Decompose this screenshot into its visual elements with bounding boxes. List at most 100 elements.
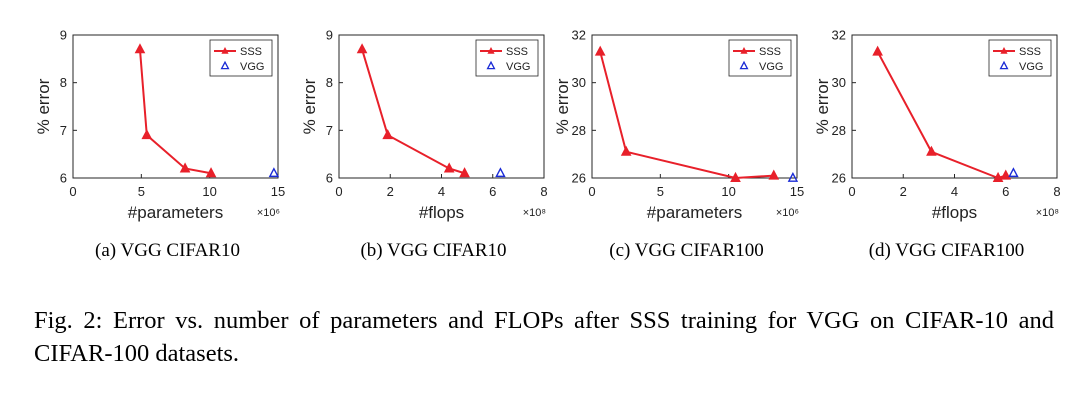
x-tick-label: 6 xyxy=(1002,184,1009,199)
y-axis-label: % error xyxy=(553,78,572,134)
legend-sss-marker xyxy=(487,47,495,54)
legend-box xyxy=(475,39,539,77)
figure-caption: Fig. 2: Error vs. number of parameters a… xyxy=(34,307,1054,367)
y-tick-label: 30 xyxy=(832,75,846,90)
chart-panel: 26 28 30 32 0 5 10 15 #parameters ×10⁶ % error SSS V… xyxy=(553,28,804,262)
legend-box xyxy=(209,39,273,77)
sss-point xyxy=(594,45,606,56)
legend-sss-marker xyxy=(1000,47,1008,54)
x-tick-label: 10 xyxy=(721,184,735,199)
y-tick-label: 6 xyxy=(60,171,67,186)
sss-point xyxy=(926,145,937,156)
sss-point xyxy=(382,129,394,140)
series-line-sss xyxy=(138,49,212,175)
x-axis-label: #parameters xyxy=(128,203,223,222)
x-axis-label: #parameters xyxy=(647,203,742,222)
x-axis-label: #flops xyxy=(932,203,977,222)
x-tick-label: 4 xyxy=(438,184,445,199)
legend-sss-label: SSS xyxy=(759,46,781,58)
vgg-point xyxy=(787,172,799,182)
y-tick-label: 28 xyxy=(832,123,846,138)
sss-point xyxy=(459,167,470,178)
legend-box xyxy=(728,39,792,77)
y-tick-label: 30 xyxy=(572,75,586,90)
plot-frame xyxy=(72,34,279,179)
legend-vgg-marker xyxy=(486,60,496,70)
y-tick-label: 32 xyxy=(572,28,586,43)
legend-vgg-marker xyxy=(739,60,749,70)
legend-sss-marker xyxy=(740,47,748,54)
figure-panels: 6 7 8 9 0 5 10 15 #parameters ×10⁶ % error SSS VGG (a… xyxy=(34,28,1061,262)
x-axis-label: #flops xyxy=(419,203,464,222)
chart-panel: 6 7 8 9 0 5 10 15 #parameters ×10⁶ % error SSS VGG (a… xyxy=(34,28,285,262)
x-tick-label: 5 xyxy=(657,184,664,199)
y-tick-label: 8 xyxy=(60,75,67,90)
y-axis-label: % error xyxy=(813,78,832,134)
subcaption: (a) VGG CIFAR10 xyxy=(95,240,240,261)
subcaption: (c) VGG CIFAR100 xyxy=(609,240,763,261)
x-tick-label: 0 xyxy=(69,184,76,199)
legend-vgg-label: VGG xyxy=(506,61,530,73)
sss-point xyxy=(730,171,741,182)
legend-vgg-label: VGG xyxy=(240,61,264,73)
x-tick-label: 5 xyxy=(138,184,145,199)
y-tick-label: 9 xyxy=(326,28,333,43)
x-tick-label: 0 xyxy=(588,184,595,199)
y-axis-label: % error xyxy=(34,78,53,134)
plot-frame xyxy=(591,34,798,179)
series-line-sss xyxy=(876,51,1007,180)
sss-point xyxy=(205,167,217,178)
legend-vgg-label: VGG xyxy=(759,61,783,73)
x-tick-label: 8 xyxy=(540,184,547,199)
sss-point xyxy=(768,169,780,180)
x-tick-label: 0 xyxy=(848,184,855,199)
sss-point xyxy=(992,171,1004,182)
vgg-point xyxy=(1008,167,1019,178)
legend-sss-label: SSS xyxy=(240,46,262,58)
x-tick-label: 4 xyxy=(951,184,958,199)
legend-sss-label: SSS xyxy=(1019,46,1041,58)
legend-sss-label: SSS xyxy=(506,46,528,58)
y-tick-label: 32 xyxy=(832,28,846,43)
y-tick-label: 8 xyxy=(326,75,333,90)
y-tick-label: 26 xyxy=(832,171,846,186)
x-tick-label: 8 xyxy=(1053,184,1060,199)
x-tick-label: 15 xyxy=(790,184,804,199)
series-line-sss xyxy=(361,49,465,175)
x-axis-exponent: ×10⁶ xyxy=(257,207,280,219)
x-tick-label: 2 xyxy=(387,184,394,199)
chart-panel: 26 28 30 32 0 2 4 6 8 #flops ×10⁸ % error SSS VGG (d) … xyxy=(813,28,1061,262)
y-tick-label: 28 xyxy=(572,123,586,138)
y-tick-label: 9 xyxy=(60,28,67,43)
series-line-sss xyxy=(599,51,774,180)
sss-point xyxy=(179,162,191,173)
sss-point xyxy=(356,43,368,54)
legend-vgg-label: VGG xyxy=(1019,61,1043,73)
y-axis-label: % error xyxy=(300,78,319,134)
legend-sss-marker xyxy=(221,47,229,54)
sss-point xyxy=(1000,169,1012,180)
x-tick-label: 0 xyxy=(335,184,342,199)
subcaption: (d) VGG CIFAR100 xyxy=(869,240,1025,261)
y-tick-label: 6 xyxy=(326,171,333,186)
x-tick-label: 6 xyxy=(489,184,496,199)
sss-point xyxy=(443,162,455,173)
y-tick-label: 7 xyxy=(326,123,333,138)
x-axis-exponent: ×10⁸ xyxy=(523,207,546,219)
y-tick-label: 7 xyxy=(60,123,67,138)
sss-point xyxy=(872,45,883,56)
legend-vgg-marker xyxy=(999,60,1009,70)
subcaption: (b) VGG CIFAR10 xyxy=(360,240,506,261)
legend-box xyxy=(988,39,1052,77)
y-tick-label: 26 xyxy=(572,171,586,186)
sss-point xyxy=(134,43,146,54)
x-tick-label: 15 xyxy=(271,184,285,199)
x-tick-label: 2 xyxy=(900,184,907,199)
vgg-point xyxy=(268,167,280,178)
legend-vgg-marker xyxy=(220,60,230,70)
vgg-point xyxy=(495,167,506,178)
x-tick-label: 10 xyxy=(202,184,216,199)
sss-point xyxy=(141,129,153,140)
sss-point xyxy=(620,145,632,156)
